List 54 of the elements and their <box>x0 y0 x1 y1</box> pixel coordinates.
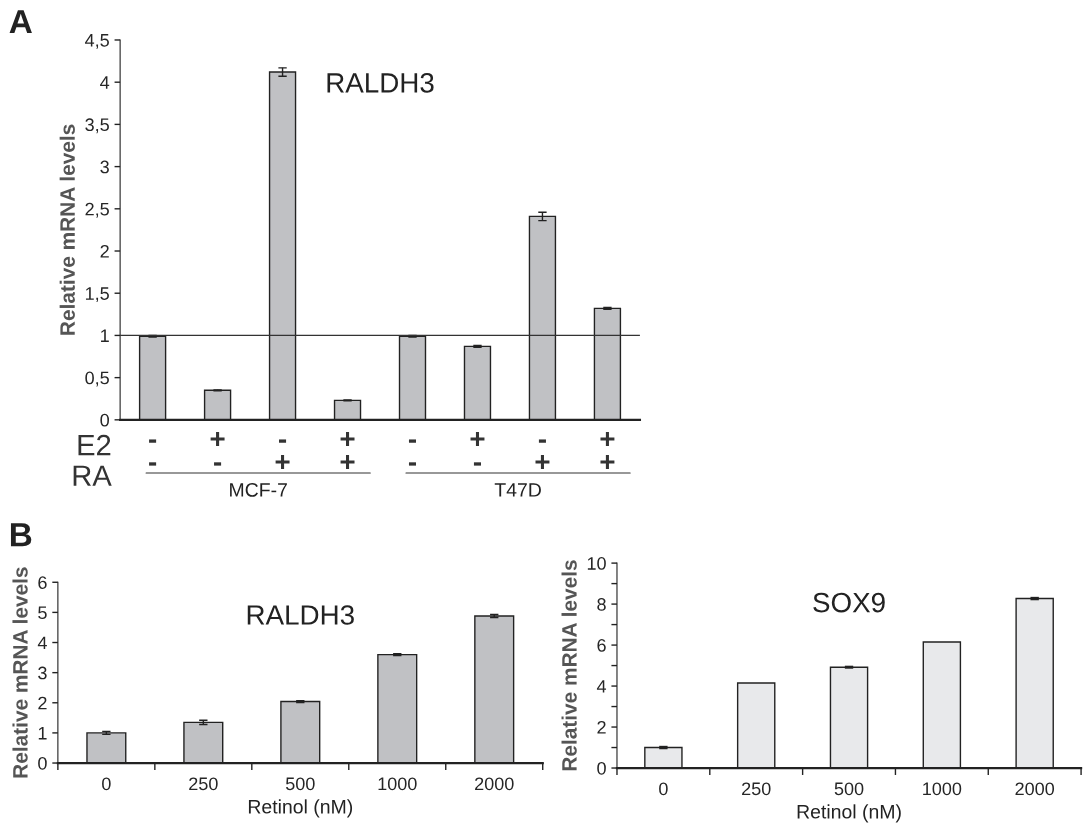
x-tick-label: + + <box>340 432 355 469</box>
y-tick-label: 5 <box>38 606 47 620</box>
x-tick-label: 2000 <box>1015 782 1055 796</box>
x-tick-label: - - <box>149 439 157 466</box>
x-tick-label: 1000 <box>923 782 962 796</box>
x-tick-label: 500 <box>285 777 315 791</box>
text: E2 <box>78 434 111 456</box>
y-tick-label: 0 <box>597 761 606 775</box>
text: RA <box>73 465 112 486</box>
y-tick-label: 1,5 <box>85 287 109 303</box>
y-tick-label: 4 <box>596 680 607 693</box>
text: RALDH3 <box>247 605 354 625</box>
y-tick-label: 6 <box>38 576 47 589</box>
text: T47D <box>494 483 541 497</box>
x-tick-label: 0 <box>659 782 668 796</box>
x-axis-title: Retinol (nM) <box>248 799 353 818</box>
y-tick-label: 3,5 <box>85 118 109 134</box>
text: MCF-7 <box>230 483 287 497</box>
y-tick-label: 0,5 <box>85 371 109 387</box>
y-tick-label: 4 <box>100 76 110 89</box>
x-tick-label: 250 <box>742 782 771 796</box>
x-tick-label: - - <box>408 439 417 466</box>
y-tick-label: 3 <box>38 666 47 680</box>
x-tick-label: + + <box>600 432 615 469</box>
y-tick-label: 1 <box>38 727 47 740</box>
x-tick-label: - + <box>535 439 550 469</box>
text: SOX9 <box>813 592 885 613</box>
x-tick-label: 500 <box>834 782 864 796</box>
text: RALDH3 <box>327 73 434 93</box>
y-axis-title: Relative mRNA levels <box>12 567 28 778</box>
x-axis-title: Retinol (nM) <box>797 804 901 823</box>
y-tick-label: 2,5 <box>85 202 109 218</box>
text: B <box>10 523 32 547</box>
y-tick-label: 2 <box>38 696 47 710</box>
x-tick-label: 2000 <box>475 777 514 791</box>
x-tick-label: + - <box>210 432 225 466</box>
y-tick-label: 8 <box>597 598 606 611</box>
y-tick-label: 0 <box>38 756 47 770</box>
y-tick-label: 0 <box>100 413 109 427</box>
y-axis-title: Relative mRNA levels <box>561 560 577 771</box>
y-tick-label: 3 <box>100 160 109 174</box>
x-tick-label: + - <box>470 432 485 466</box>
x-tick-label: 250 <box>189 777 218 791</box>
y-tick-label: 2 <box>597 720 606 734</box>
x-tick-label: - + <box>275 439 290 469</box>
y-tick-label: 10 <box>587 557 606 570</box>
x-tick-label: 1000 <box>378 777 417 791</box>
y-tick-label: 4 <box>37 636 47 650</box>
text: A <box>9 10 32 34</box>
y-tick-label: 4,5 <box>85 34 109 49</box>
y-tick-label: 1 <box>101 329 109 342</box>
y-axis-title: Relative mRNA levels <box>59 124 75 335</box>
y-tick-label: 6 <box>597 639 606 652</box>
y-tick-label: 2 <box>100 244 109 258</box>
